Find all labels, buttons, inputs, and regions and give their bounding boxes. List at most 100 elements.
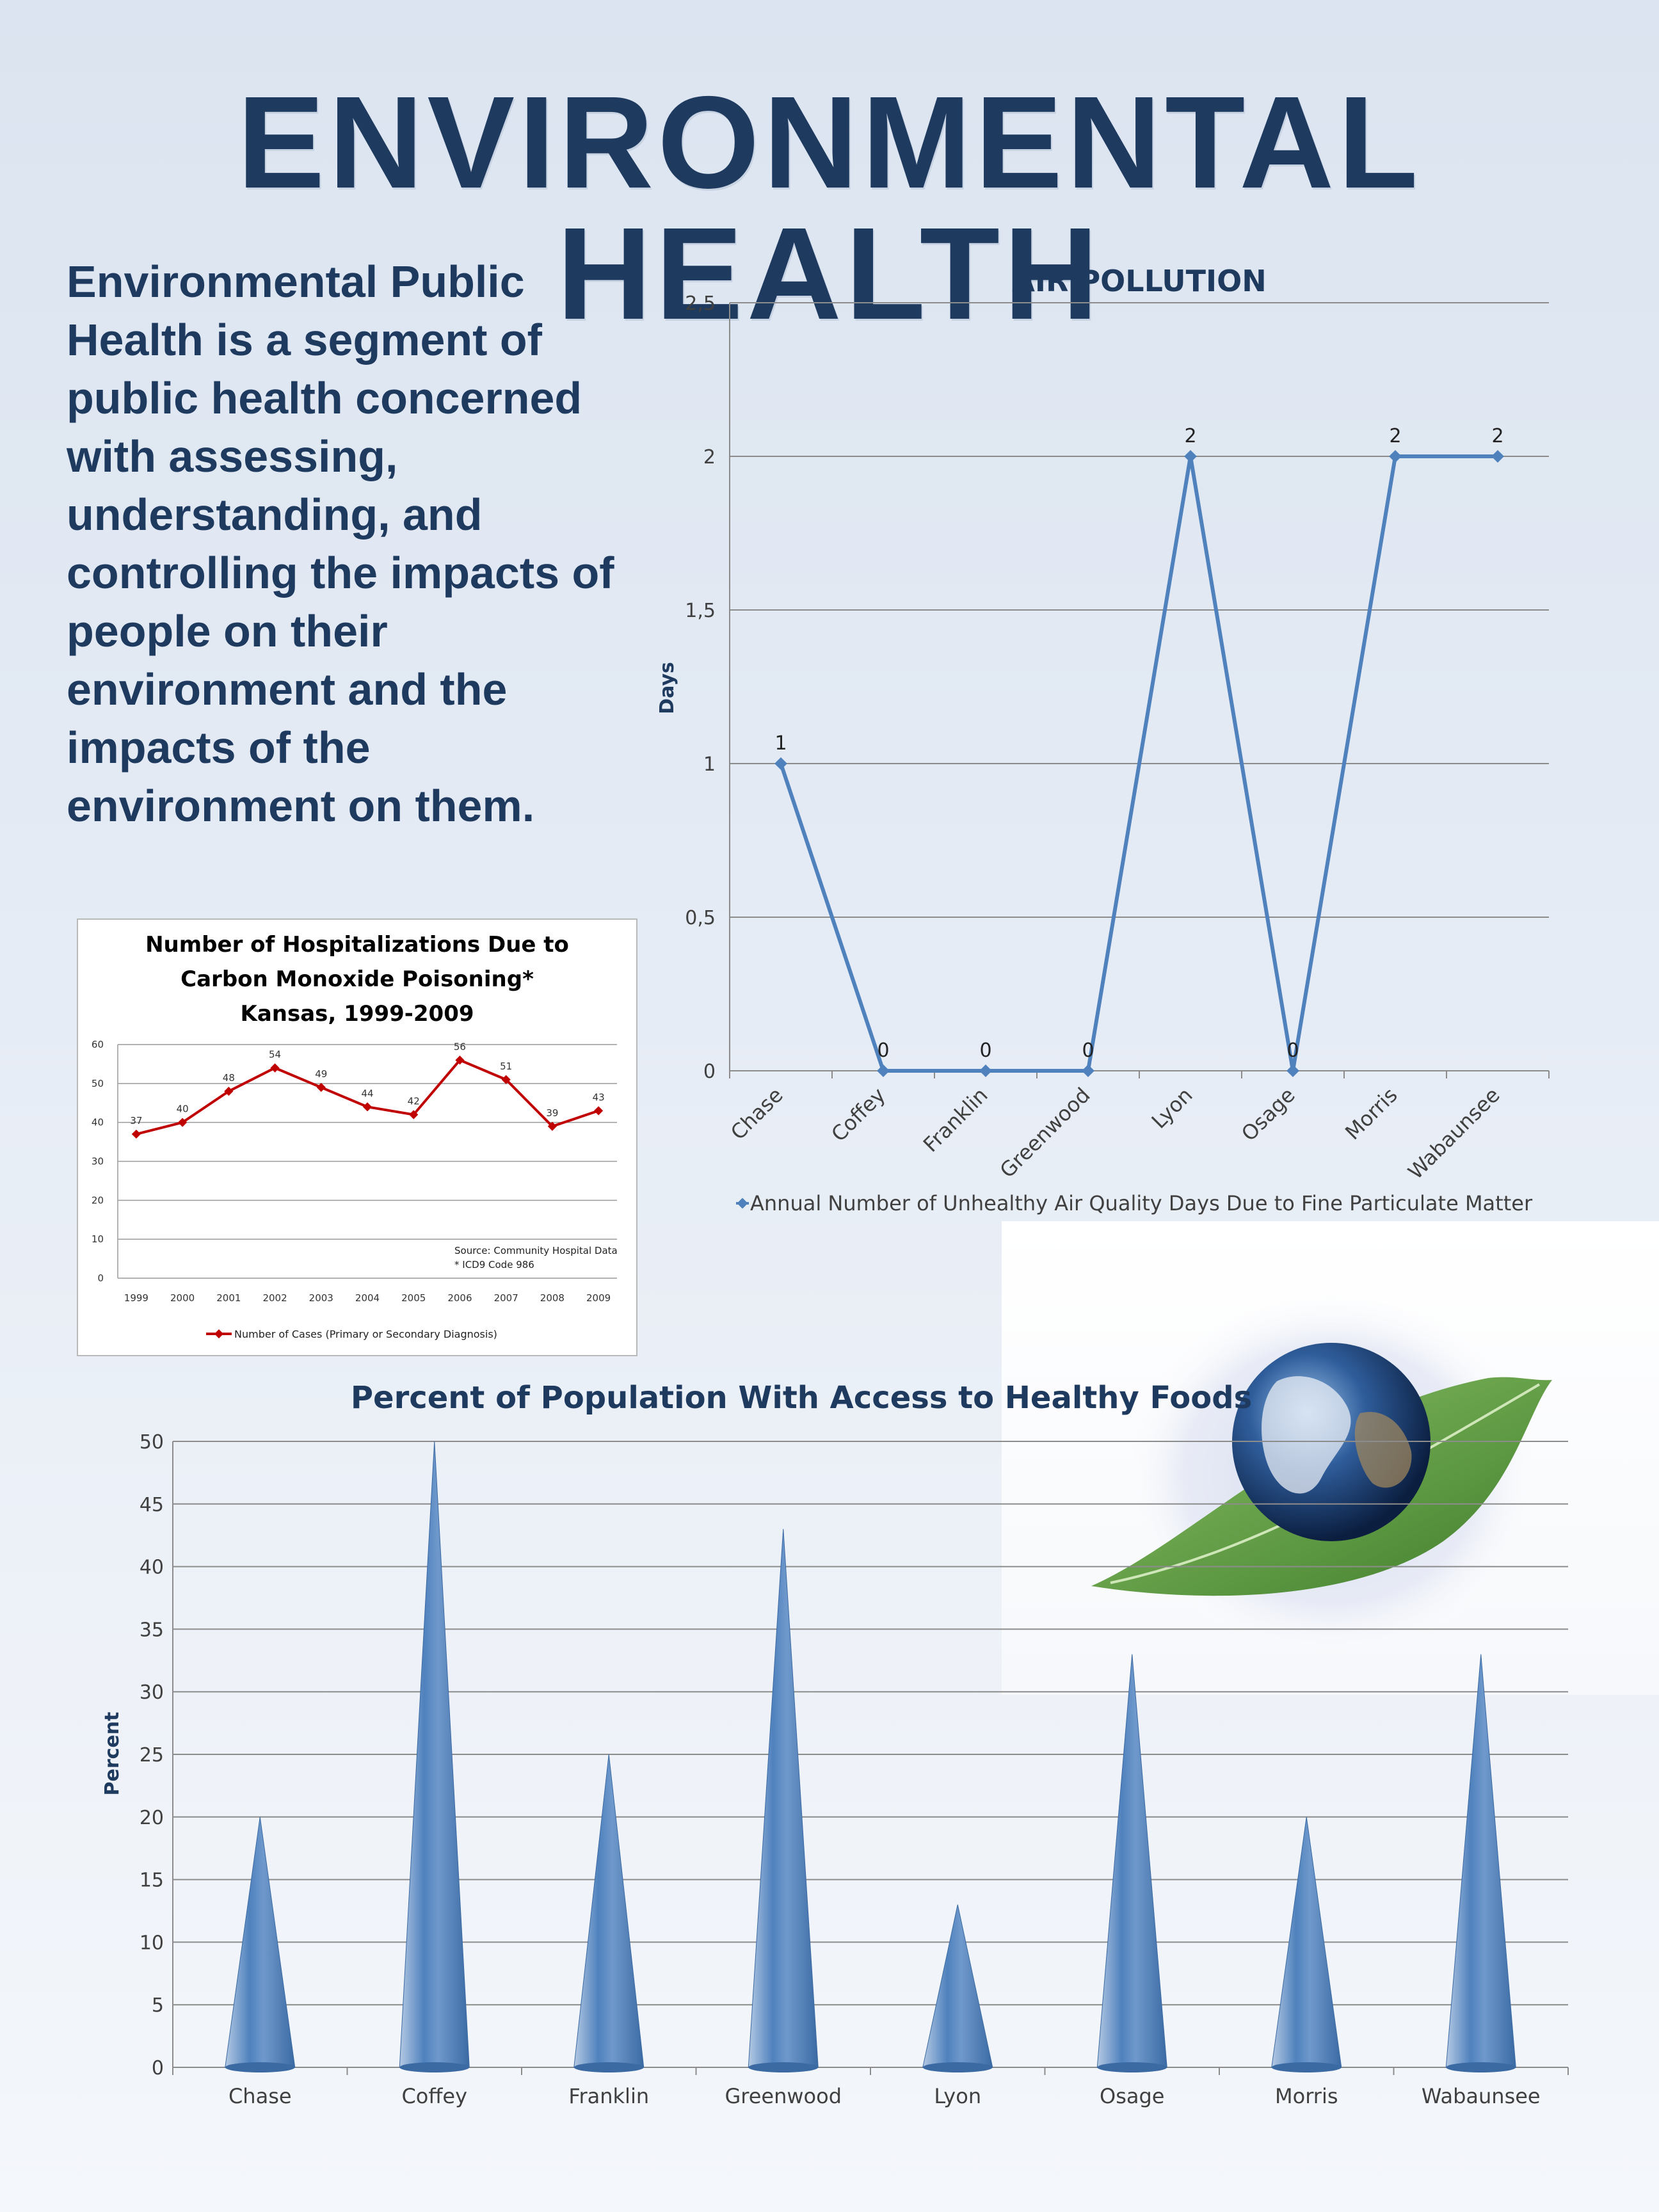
co-legend: Number of Cases (Primary or Secondary Di… (206, 1328, 497, 1340)
air-x-tick-label: Lyon (1147, 1083, 1198, 1134)
foods-bar-base (399, 2062, 470, 2072)
co-hospitalizations-chart: Number of Hospitalizations Due to Carbon… (92, 932, 618, 1340)
foods-y-tick-label: 35 (140, 1619, 164, 1641)
co-data-point (178, 1118, 188, 1127)
air-pollution-chart: AIR POLLUTION Days 0 0,5 1 1,5 2 2,5 1 0 0 0 2 0 2 2… (656, 264, 1550, 1215)
air-data-label: 0 (1082, 1039, 1094, 1062)
foods-y-tick-label: 20 (140, 1807, 164, 1829)
co-legend-marker (214, 1329, 224, 1339)
co-y-tick-label: 20 (92, 1194, 104, 1206)
co-title-line-1: Number of Hospitalizations Due to (145, 932, 569, 958)
co-data-label: 37 (130, 1115, 142, 1126)
co-data-label: 54 (269, 1049, 281, 1061)
co-y-tick-label: 30 (92, 1156, 104, 1167)
co-x-tick-label: 2002 (262, 1292, 287, 1304)
co-y-tick-label: 10 (92, 1233, 104, 1245)
air-x-tick-label: Franklin (918, 1083, 993, 1157)
foods-chart-title: Percent of Population With Access to Hea… (351, 1380, 1252, 1416)
air-y-tick-label: 1 (703, 753, 716, 776)
air-x-tick-label: Morris (1340, 1083, 1402, 1145)
co-data-label: 39 (546, 1107, 558, 1119)
air-x-tick-label: Osage (1237, 1083, 1300, 1146)
co-chart-box: Number of Hospitalizations Due to Carbon… (77, 918, 637, 1356)
intro-text: Environmental Public Health is a segment… (67, 257, 614, 831)
foods-bar-base (225, 2062, 295, 2072)
co-data-label: 56 (454, 1041, 466, 1052)
foods-x-tick-label: Chase (228, 2084, 292, 2108)
air-data-label: 0 (1286, 1039, 1299, 1062)
air-data-point (877, 1064, 890, 1077)
foods-bar-base (922, 2062, 993, 2072)
foods-bar (922, 1904, 993, 2068)
co-x-tick-label: 2004 (355, 1292, 380, 1304)
co-data-point (547, 1121, 557, 1131)
co-x-tick-label: 2001 (216, 1292, 241, 1304)
foods-bar-base (748, 2062, 819, 2072)
co-y-tick-label: 60 (92, 1039, 104, 1050)
co-title-line-3: Kansas, 1999-2009 (240, 1001, 474, 1027)
co-x-tick-label: 2009 (586, 1292, 611, 1304)
air-data-point (1286, 1064, 1299, 1077)
air-data-point (1491, 450, 1504, 463)
air-data-point (774, 757, 787, 770)
foods-bar (748, 1528, 819, 2068)
co-data-label: 49 (315, 1068, 327, 1080)
air-data-label: 2 (1184, 425, 1196, 447)
co-x-tick-label: 2007 (494, 1292, 518, 1304)
foods-y-tick-label: 50 (140, 1431, 164, 1454)
co-x-tick-label: 2005 (401, 1292, 426, 1304)
foods-x-tick-label: Coffey (401, 2084, 467, 2108)
co-y-tick-label: 40 (92, 1117, 104, 1128)
healthy-foods-chart: Percent of Population With Access to Hea… (101, 1380, 1569, 2108)
co-x-tick-label: 2003 (309, 1292, 333, 1304)
globe-clouds (1262, 1376, 1351, 1494)
co-data-point (224, 1086, 234, 1096)
air-y-tick-label: 1,5 (685, 600, 716, 622)
foods-bar-base (1446, 2062, 1516, 2072)
air-y-tick-label: 2 (703, 446, 716, 469)
air-data-point (1184, 450, 1197, 463)
foods-y-tick-label: 30 (140, 1681, 164, 1704)
co-data-point (409, 1110, 419, 1119)
air-y-tick-label: 0 (703, 1061, 716, 1083)
foods-bar (573, 1754, 645, 2068)
co-data-point (501, 1075, 511, 1084)
air-series-line (779, 454, 1498, 1073)
co-x-tick-label: 2008 (540, 1292, 565, 1304)
co-y-tick-label: 0 (97, 1272, 104, 1284)
air-x-tick-label: Greenwood (995, 1083, 1095, 1183)
foods-x-tick-label: Morris (1275, 2084, 1338, 2108)
foods-y-tick-label: 40 (140, 1557, 164, 1579)
foods-x-tick-label: Wabaunsee (1422, 2084, 1541, 2108)
co-icd-note: * ICD9 Code 986 (454, 1259, 534, 1270)
foods-y-tick-label: 25 (140, 1744, 164, 1767)
air-x-tick-label: Wabaunsee (1403, 1083, 1504, 1184)
foods-y-tick-label: 10 (140, 1932, 164, 1954)
co-y-tick-label: 50 (92, 1078, 104, 1089)
co-data-label: 48 (223, 1072, 235, 1084)
foods-bar (1445, 1654, 1516, 2068)
air-y-tick-label: 0,5 (685, 907, 716, 929)
air-legend-marker (737, 1198, 748, 1209)
air-x-tick-label: Chase (726, 1083, 788, 1145)
co-data-label: 43 (593, 1091, 605, 1103)
globe-land (1354, 1412, 1412, 1488)
page-title: ENVIRONMENTAL HEALTH (237, 69, 1422, 347)
co-source-note: Source: Community Hospital Data (454, 1245, 618, 1256)
co-x-tick-label: 2000 (170, 1292, 195, 1304)
foods-y-tick-label: 15 (140, 1870, 164, 1892)
air-data-label: 2 (1491, 425, 1503, 447)
foods-x-tick-label: Greenwood (725, 2084, 842, 2108)
foods-bar-base (1271, 2062, 1342, 2072)
co-data-point (316, 1082, 326, 1092)
foods-x-tick-label: Lyon (934, 2084, 981, 2108)
foods-bar (1096, 1654, 1167, 2068)
co-data-point (362, 1102, 373, 1112)
co-x-tick-label: 1999 (124, 1292, 148, 1304)
co-data-point (270, 1063, 280, 1073)
co-x-tick-label: 2006 (447, 1292, 472, 1304)
air-y-axis-label: Days (656, 662, 678, 714)
co-data-point (594, 1106, 604, 1116)
co-title-line-2: Carbon Monoxide Poisoning* (180, 966, 534, 992)
air-x-tick-label: Coffey (826, 1083, 890, 1146)
